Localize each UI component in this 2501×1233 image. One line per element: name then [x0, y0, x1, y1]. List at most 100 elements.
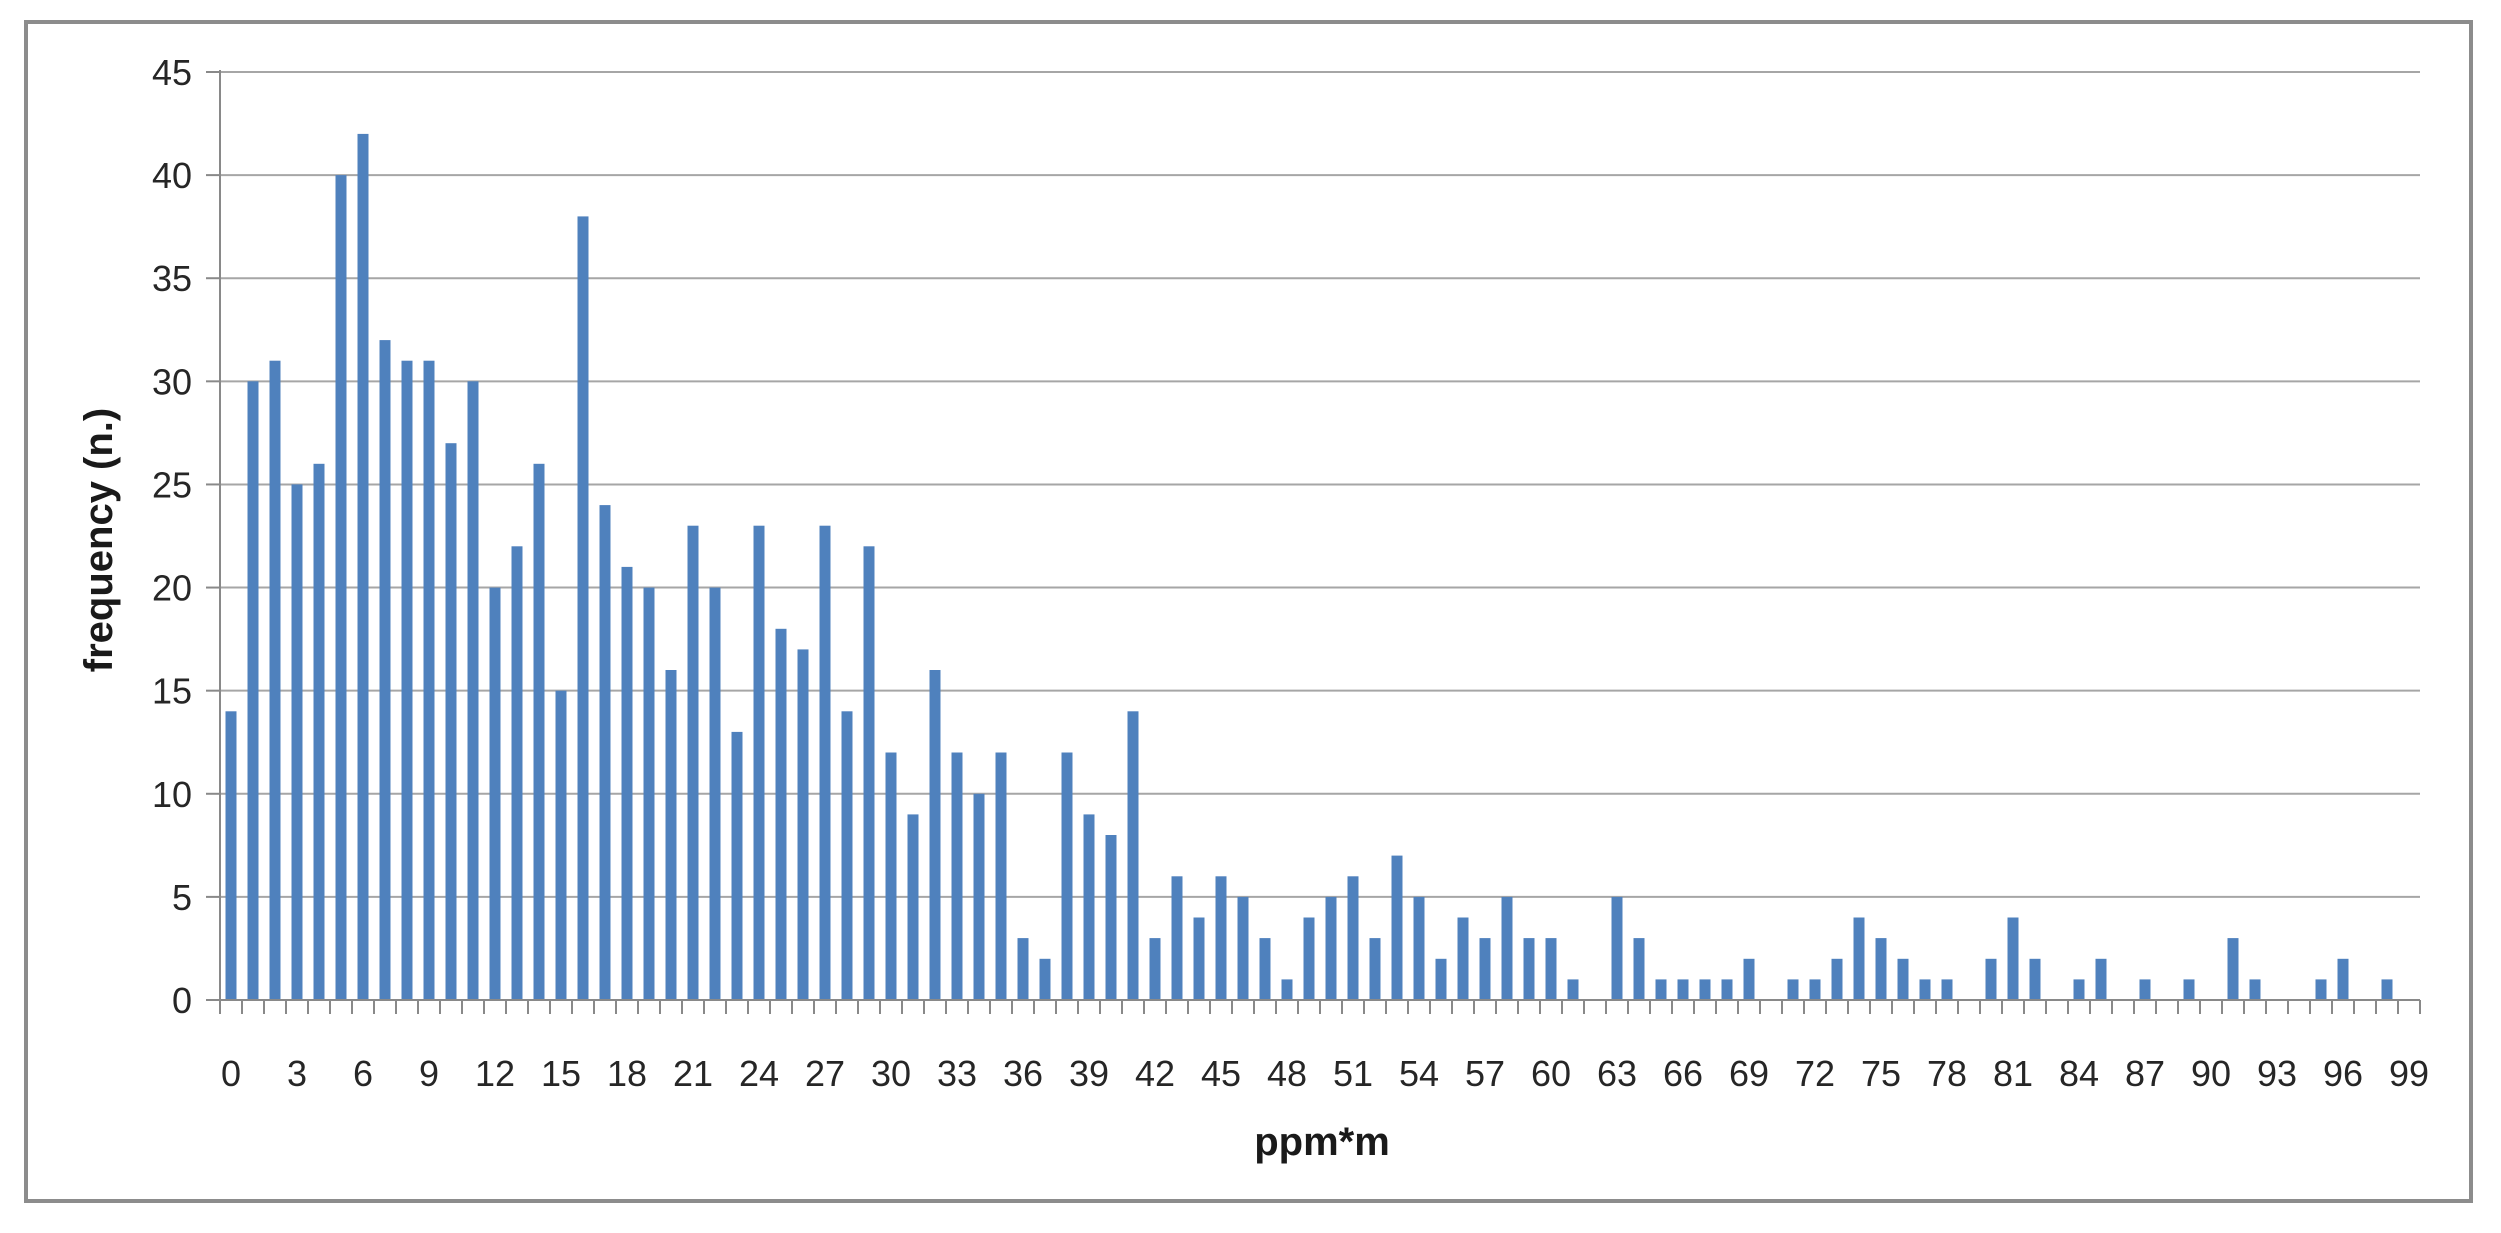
y-axis-title: frequency (n.): [77, 408, 121, 672]
bar-35: [995, 752, 1007, 1000]
bar-57: [1479, 938, 1491, 1000]
bar-30: [885, 752, 897, 1000]
bar-89: [2183, 979, 2195, 1000]
bar-17: [599, 505, 611, 1000]
x-tick-label-0: 0: [221, 1053, 241, 1094]
x-tick-label-21: 21: [673, 1053, 713, 1094]
bar-20: [665, 670, 677, 1000]
bar-37: [1039, 958, 1051, 1000]
bar-54: [1413, 896, 1425, 1000]
bar-95: [2315, 979, 2327, 1000]
x-tick-label-96: 96: [2323, 1053, 2363, 1094]
bar-82: [2029, 958, 2041, 1000]
bar-23: [731, 731, 743, 1000]
bar-22: [709, 587, 721, 1000]
bar-40: [1105, 835, 1117, 1000]
bar-12: [489, 587, 501, 1000]
bar-76: [1897, 958, 1909, 1000]
y-tick-label-40: 40: [152, 155, 192, 196]
axes: [206, 70, 2421, 1014]
bar-60: [1545, 938, 1557, 1000]
bar-69: [1743, 958, 1755, 1000]
bar-18: [621, 566, 633, 1000]
x-tick-label-45: 45: [1201, 1053, 1241, 1094]
bar-49: [1303, 917, 1315, 1000]
bar-59: [1523, 938, 1535, 1000]
x-tick-label-66: 66: [1663, 1053, 1703, 1094]
x-tick-label-75: 75: [1861, 1053, 1901, 1094]
x-tick-label-51: 51: [1333, 1053, 1373, 1094]
x-tick-label-24: 24: [739, 1053, 779, 1094]
bar-31: [907, 814, 919, 1000]
bar-27: [819, 525, 831, 1000]
x-tick-label-18: 18: [607, 1053, 647, 1094]
bar-15: [555, 690, 567, 1000]
bar-43: [1171, 876, 1183, 1000]
bar-96: [2337, 958, 2349, 1000]
bar-84: [2073, 979, 2085, 1000]
bar-38: [1061, 752, 1073, 1000]
bar-65: [1655, 979, 1667, 1000]
bar-55: [1435, 958, 1447, 1000]
bar-44: [1193, 917, 1205, 1000]
x-tick-label-54: 54: [1399, 1053, 1439, 1094]
bar-87: [2139, 979, 2151, 1000]
y-tick-label-15: 15: [152, 671, 192, 712]
bar-52: [1369, 938, 1381, 1000]
bar-46: [1237, 896, 1249, 1000]
bars: [225, 133, 2393, 1001]
bar-42: [1149, 938, 1161, 1000]
bar-75: [1875, 938, 1887, 1000]
x-tick-label-60: 60: [1531, 1053, 1571, 1094]
bar-34: [973, 793, 985, 1000]
y-axis-tick-labels: 0 5 10 15 20 25 30 35 40 45: [152, 52, 192, 1021]
y-tick-label-25: 25: [152, 464, 192, 505]
bar-91: [2227, 938, 2239, 1000]
bar-92: [2249, 979, 2261, 1000]
bar-45: [1215, 876, 1227, 1000]
bar-16: [577, 216, 589, 1000]
bar-9: [423, 360, 435, 1000]
bar-66: [1677, 979, 1689, 1000]
x-tick-label-30: 30: [871, 1053, 911, 1094]
x-tick-label-84: 84: [2059, 1053, 2099, 1094]
bar-4: [313, 463, 325, 1000]
x-tick-label-63: 63: [1597, 1053, 1637, 1094]
bar-78: [1941, 979, 1953, 1000]
bar-71: [1787, 979, 1799, 1000]
y-tick-label-20: 20: [152, 568, 192, 609]
bar-61: [1567, 979, 1579, 1000]
y-tick-label-45: 45: [152, 52, 192, 93]
x-axis-title: ppm*m: [1254, 1120, 1390, 1164]
x-tick-label-12: 12: [475, 1053, 515, 1094]
bar-74: [1853, 917, 1865, 1000]
x-tick-label-72: 72: [1795, 1053, 1835, 1094]
x-tick-label-9: 9: [419, 1053, 439, 1094]
x-tick-label-27: 27: [805, 1053, 845, 1094]
x-tick-label-93: 93: [2257, 1053, 2297, 1094]
bar-47: [1259, 938, 1271, 1000]
bar-50: [1325, 896, 1337, 1000]
bar-58: [1501, 896, 1513, 1000]
bar-21: [687, 525, 699, 1000]
bar-48: [1281, 979, 1293, 1000]
bar-63: [1611, 896, 1623, 1000]
bar-24: [753, 525, 765, 1000]
x-tick-label-69: 69: [1729, 1053, 1769, 1094]
x-tick-label-33: 33: [937, 1053, 977, 1094]
gridlines: [220, 71, 2420, 898]
bar-39: [1083, 814, 1095, 1000]
bar-8: [401, 360, 413, 1000]
bar-33: [951, 752, 963, 1000]
y-tick-label-10: 10: [152, 774, 192, 815]
bar-2: [269, 360, 281, 1000]
y-tick-label-35: 35: [152, 258, 192, 299]
bar-10: [445, 443, 457, 1000]
x-tick-label-90: 90: [2191, 1053, 2231, 1094]
bar-51: [1347, 876, 1359, 1000]
bar-41: [1127, 711, 1139, 1000]
x-tick-label-39: 39: [1069, 1053, 1109, 1094]
x-tick-label-78: 78: [1927, 1053, 1967, 1094]
